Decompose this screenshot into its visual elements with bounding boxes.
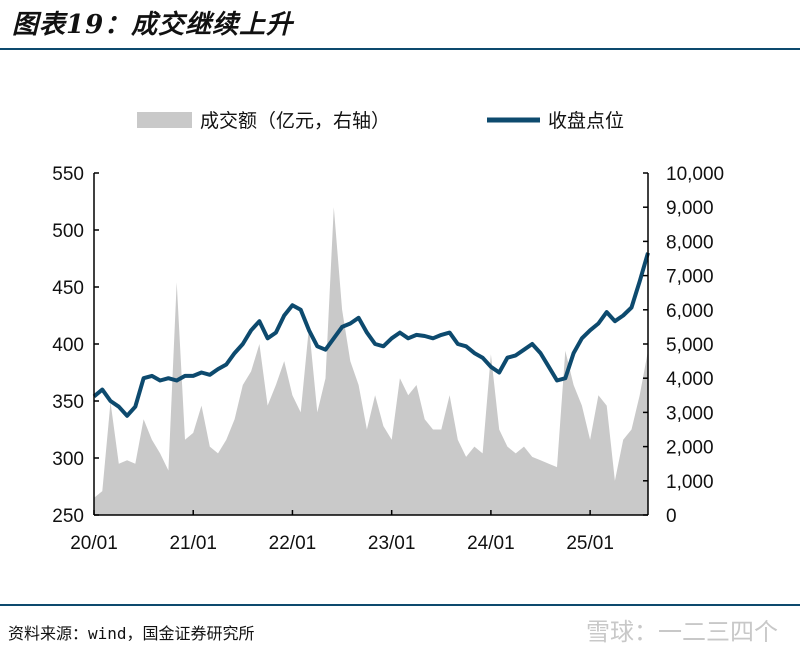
legend-label-volume: 成交额（亿元，右轴） bbox=[200, 110, 390, 132]
chart: 成交额（亿元，右轴） 收盘点位 250 300 350 400 450 500 550 0 1,… bbox=[52, 110, 724, 554]
left-tick-label: 550 bbox=[52, 164, 84, 185]
source-note: 资料来源：wind，国金证券研究所 bbox=[8, 624, 255, 643]
right-tick-label: 9,000 bbox=[666, 198, 714, 219]
left-tick-label: 500 bbox=[52, 221, 84, 242]
right-tick-label: 4,000 bbox=[666, 369, 714, 390]
x-tick-label: 21/01 bbox=[169, 533, 217, 554]
right-tick-label: 3,000 bbox=[666, 403, 714, 424]
legend: 成交额（亿元，右轴） 收盘点位 bbox=[137, 110, 624, 132]
x-tick-label: 25/01 bbox=[566, 533, 614, 554]
right-tick-label: 7,000 bbox=[666, 267, 714, 288]
watermark: 雪球：一二三四个 bbox=[586, 618, 778, 646]
left-tick-label: 250 bbox=[52, 506, 84, 527]
chart-title: 图表19：成交继续上升 bbox=[12, 10, 294, 40]
bottom-rule bbox=[0, 604, 800, 606]
x-tick-label: 20/01 bbox=[70, 533, 118, 554]
volume-area bbox=[94, 207, 648, 515]
x-tick-label: 24/01 bbox=[467, 533, 515, 554]
x-tick-label: 22/01 bbox=[269, 533, 317, 554]
legend-label-close: 收盘点位 bbox=[548, 110, 624, 132]
left-tick-label: 300 bbox=[52, 449, 84, 470]
right-tick-label: 5,000 bbox=[666, 335, 714, 356]
close-line bbox=[92, 252, 650, 418]
legend-swatch-volume bbox=[137, 112, 192, 128]
left-tick-label: 450 bbox=[52, 278, 84, 299]
left-tick-label: 350 bbox=[52, 392, 84, 413]
left-tick-label: 400 bbox=[52, 335, 84, 356]
right-tick-label: 6,000 bbox=[666, 301, 714, 322]
top-rule bbox=[0, 48, 800, 50]
right-tick-label: 8,000 bbox=[666, 232, 714, 253]
right-tick-label: 1,000 bbox=[666, 472, 714, 493]
right-tick-label: 10,000 bbox=[666, 164, 724, 185]
right-tick-label: 0 bbox=[666, 506, 677, 527]
x-tick-label: 23/01 bbox=[368, 533, 416, 554]
right-tick-label: 2,000 bbox=[666, 438, 714, 459]
